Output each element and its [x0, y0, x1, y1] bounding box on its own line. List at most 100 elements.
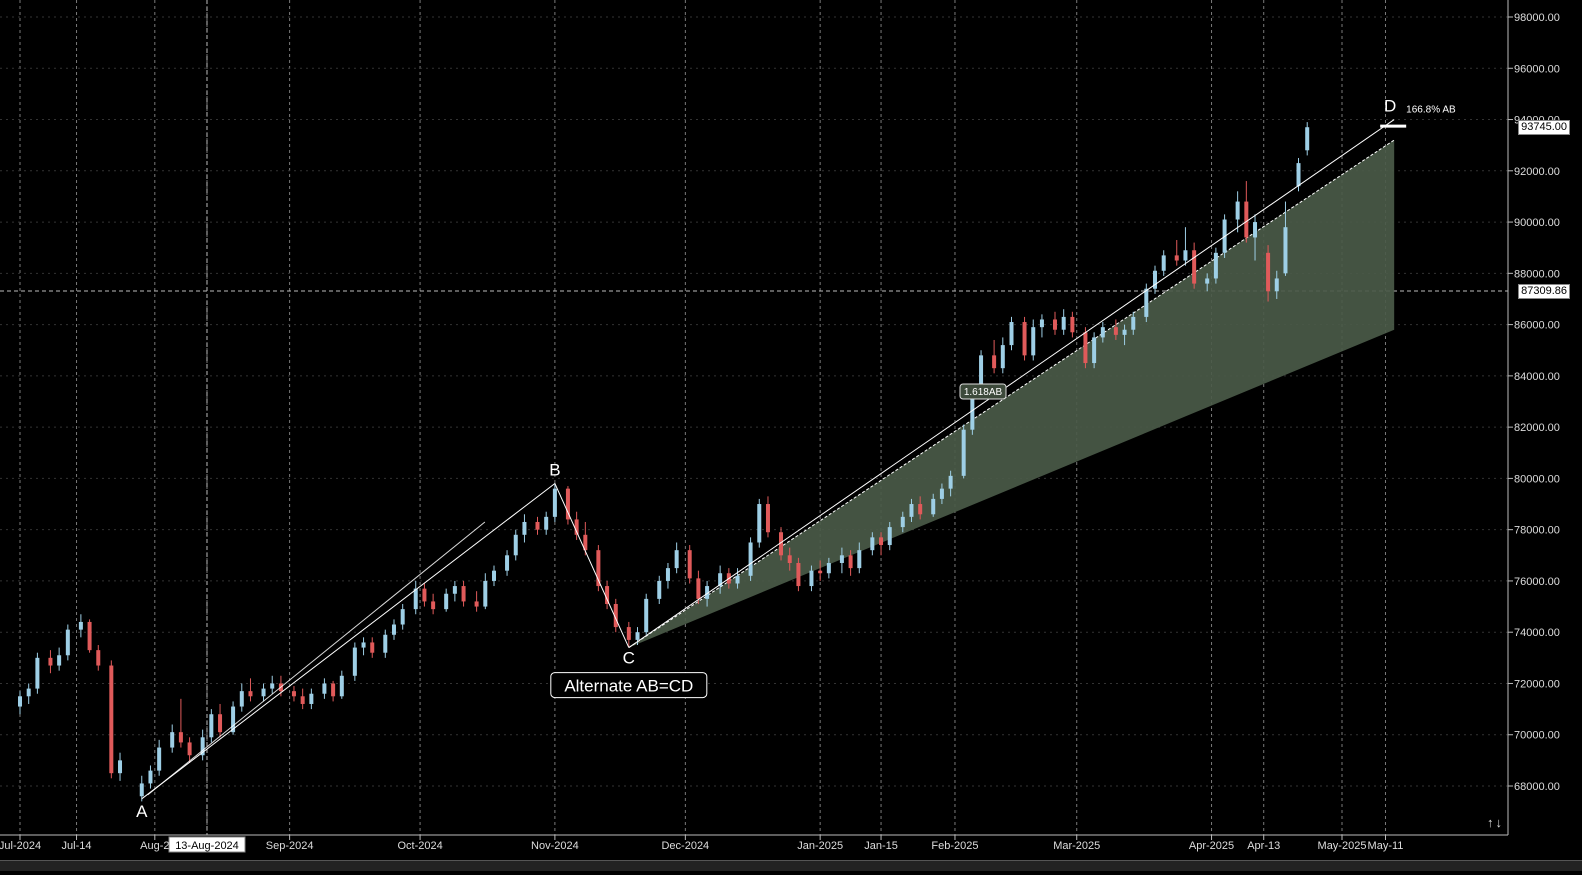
candle [339, 670, 344, 699]
candle-body [18, 696, 22, 707]
candle [535, 516, 540, 535]
candle-body [1253, 222, 1258, 238]
candle-body [826, 562, 831, 574]
cd-leg[interactable] [628, 119, 1395, 648]
candle [78, 614, 83, 638]
candle [900, 511, 905, 533]
candle-body [352, 647, 357, 676]
candle-body [309, 693, 314, 704]
candle-body [635, 632, 640, 640]
candle [309, 688, 314, 710]
candle [552, 483, 557, 522]
candle [787, 547, 792, 571]
candle [65, 624, 70, 661]
candle [544, 511, 549, 535]
pattern-name-box[interactable] [550, 672, 708, 699]
candle [239, 683, 244, 712]
candle-body [1235, 201, 1240, 220]
ratio-label-box [959, 383, 1007, 400]
candle-body [1061, 316, 1066, 330]
price-tick-label: 76000.00 [1514, 576, 1560, 588]
candle [200, 729, 205, 761]
candle-body [796, 562, 801, 587]
candle [848, 550, 853, 576]
candle [879, 532, 884, 556]
candle [1092, 332, 1097, 369]
price-tick-label: 80000.00 [1514, 473, 1560, 485]
candle-body [48, 657, 53, 666]
candle-body [209, 714, 214, 738]
candle-body [565, 488, 570, 520]
candle-body [400, 609, 405, 625]
date-tick-label: Feb-2025 [931, 840, 978, 852]
candle-body [339, 675, 344, 697]
timeframe-strip[interactable] [0, 860, 1582, 871]
candle [139, 775, 144, 802]
candle-body [78, 621, 83, 630]
candle-body [1000, 345, 1005, 369]
candle-body [1274, 278, 1279, 292]
candle-body [918, 504, 923, 515]
candle-body [291, 691, 296, 697]
price-tick-label: 96000.00 [1514, 63, 1560, 75]
scroll-down-icon[interactable]: ↓ [1495, 815, 1504, 830]
candle [461, 580, 466, 607]
candle [109, 660, 114, 779]
candle-body [391, 624, 396, 635]
candle-body [809, 570, 814, 587]
candle [818, 560, 823, 581]
candle [1266, 245, 1271, 302]
candle [605, 580, 610, 610]
candle-body [239, 691, 244, 707]
abcd-pattern[interactable]: A B C D 166.8% AB 1.618AB Alternate AB=CD [136, 97, 1456, 821]
candle-body [535, 521, 540, 530]
candle-body [1131, 316, 1136, 330]
candle-body [857, 550, 862, 569]
price-tick-label: 72000.00 [1514, 678, 1560, 690]
scroll-up-icon[interactable]: ↑ [1487, 815, 1496, 830]
candle-body [961, 429, 966, 476]
scroll-arrows[interactable]: ↑↓ [1487, 815, 1504, 830]
date-tick-label: Jan-2025 [797, 840, 843, 852]
candle-body [1305, 127, 1310, 151]
candle [48, 650, 53, 674]
candle-body [492, 570, 497, 581]
candle [431, 593, 436, 615]
candle [26, 683, 31, 704]
date-tick-label: Aug-2 [140, 840, 169, 852]
candle-body [574, 519, 579, 535]
candle [1192, 242, 1197, 289]
candle-body [879, 537, 884, 546]
candle-body [1153, 270, 1158, 289]
candle-body [657, 580, 662, 599]
candle [948, 470, 953, 497]
candle [300, 688, 305, 710]
candle-body [109, 665, 114, 774]
candle [735, 568, 740, 589]
price-axis[interactable]: 98000.0096000.0094000.0092000.0090000.00… [1507, 0, 1560, 835]
candle-body [474, 601, 479, 607]
candle [1022, 316, 1027, 361]
candle [1183, 227, 1188, 266]
candle [370, 637, 375, 658]
candle [187, 737, 192, 763]
candle [809, 565, 814, 592]
point-label-c: C [623, 649, 635, 668]
candle-body [422, 588, 427, 602]
abc-legs[interactable] [141, 482, 630, 800]
date-axis[interactable]: Jul-2024 Jul-14 Aug-2 Sep-2024 Oct-2024 Nov-2… [0, 834, 1508, 853]
candle [322, 678, 327, 699]
candle-body [96, 650, 101, 666]
projection-zone [628, 139, 1395, 648]
candle-body [65, 629, 70, 656]
candle-body [331, 683, 336, 697]
candle-body [513, 534, 518, 556]
candle-body [1183, 250, 1188, 261]
candle [413, 580, 418, 615]
price-tick-label: 84000.00 [1514, 371, 1560, 383]
candle-body [261, 688, 266, 697]
candle-body [757, 504, 762, 543]
candle-body [1296, 163, 1301, 187]
